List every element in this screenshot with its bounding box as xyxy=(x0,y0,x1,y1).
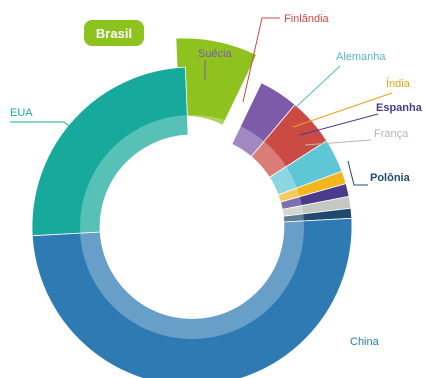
leader-line-alemanha xyxy=(294,65,341,109)
donut-hole xyxy=(100,135,284,319)
label-suecia: Suécia xyxy=(198,48,233,60)
inner-ring xyxy=(80,115,304,339)
label-polonia: Polônia xyxy=(370,172,411,184)
leader-line-franca xyxy=(304,139,372,146)
leader-line-polonia xyxy=(347,160,368,186)
label-alemanha: Alemanha xyxy=(336,51,386,63)
slices-layer xyxy=(31,37,353,378)
label-franca: França xyxy=(374,128,409,140)
labels-layer: Brasil Suécia Finlândia Alemanha Índia Espanh… xyxy=(10,13,423,348)
leader-line-eua xyxy=(10,121,73,129)
inner-ring-layer xyxy=(80,115,304,339)
leader-line-india xyxy=(292,92,393,128)
label-brasil: Brasil xyxy=(96,26,132,41)
label-china: China xyxy=(350,336,380,348)
label-espanha: Espanha xyxy=(376,102,423,114)
slice-brasil xyxy=(175,37,258,126)
label-india: Índia xyxy=(386,77,411,90)
label-badge-brasil xyxy=(84,20,144,46)
label-eua: EUA xyxy=(10,107,33,119)
label-finlandia: Finlândia xyxy=(284,13,330,25)
leader-line-espanha xyxy=(299,113,379,136)
leader-line-brasil xyxy=(113,45,123,61)
leader-line-finlandia xyxy=(242,17,280,103)
